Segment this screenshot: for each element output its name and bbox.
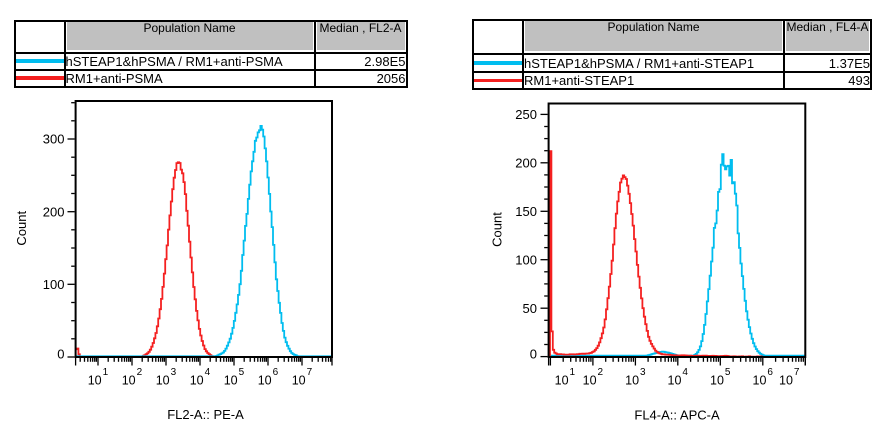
svg-text:0: 0: [57, 346, 64, 361]
svg-text:150: 150: [515, 204, 537, 219]
svg-text:10: 10: [625, 374, 639, 388]
svg-text:10: 10: [292, 374, 306, 388]
svg-text:10: 10: [122, 374, 136, 388]
svg-text:10: 10: [753, 374, 767, 388]
svg-text:5: 5: [725, 367, 731, 378]
svg-text:Count: Count: [490, 212, 505, 247]
svg-text:10: 10: [224, 374, 238, 388]
svg-text:2: 2: [598, 367, 604, 378]
svg-text:0: 0: [530, 346, 537, 361]
svg-text:300: 300: [43, 132, 65, 147]
svg-text:200: 200: [515, 156, 537, 171]
svg-text:7: 7: [307, 367, 313, 378]
svg-text:10: 10: [190, 374, 204, 388]
svg-text:10: 10: [779, 374, 793, 388]
svg-text:FL2-A:: PE-A: FL2-A:: PE-A: [167, 407, 244, 422]
svg-text:3: 3: [171, 367, 177, 378]
svg-text:50: 50: [523, 301, 537, 316]
svg-text:4: 4: [205, 367, 211, 378]
svg-text:100: 100: [43, 277, 65, 292]
svg-text:4: 4: [682, 367, 688, 378]
svg-text:10: 10: [258, 374, 272, 388]
svg-text:10: 10: [88, 374, 102, 388]
svg-text:10: 10: [555, 374, 569, 388]
svg-text:5: 5: [239, 367, 245, 378]
svg-text:7: 7: [794, 367, 800, 378]
svg-text:10: 10: [156, 374, 170, 388]
svg-text:2: 2: [137, 367, 143, 378]
svg-text:10: 10: [710, 374, 724, 388]
svg-text:FL4-A:: APC-A: FL4-A:: APC-A: [634, 408, 720, 423]
svg-text:250: 250: [515, 107, 537, 122]
svg-text:6: 6: [273, 367, 279, 378]
svg-text:10: 10: [668, 374, 682, 388]
svg-text:1: 1: [570, 367, 576, 378]
svg-text:3: 3: [640, 367, 646, 378]
svg-text:10: 10: [583, 374, 597, 388]
svg-text:Count: Count: [14, 210, 29, 245]
svg-text:100: 100: [515, 252, 537, 267]
svg-text:6: 6: [767, 367, 773, 378]
svg-text:1: 1: [103, 367, 109, 378]
svg-text:200: 200: [43, 204, 65, 219]
